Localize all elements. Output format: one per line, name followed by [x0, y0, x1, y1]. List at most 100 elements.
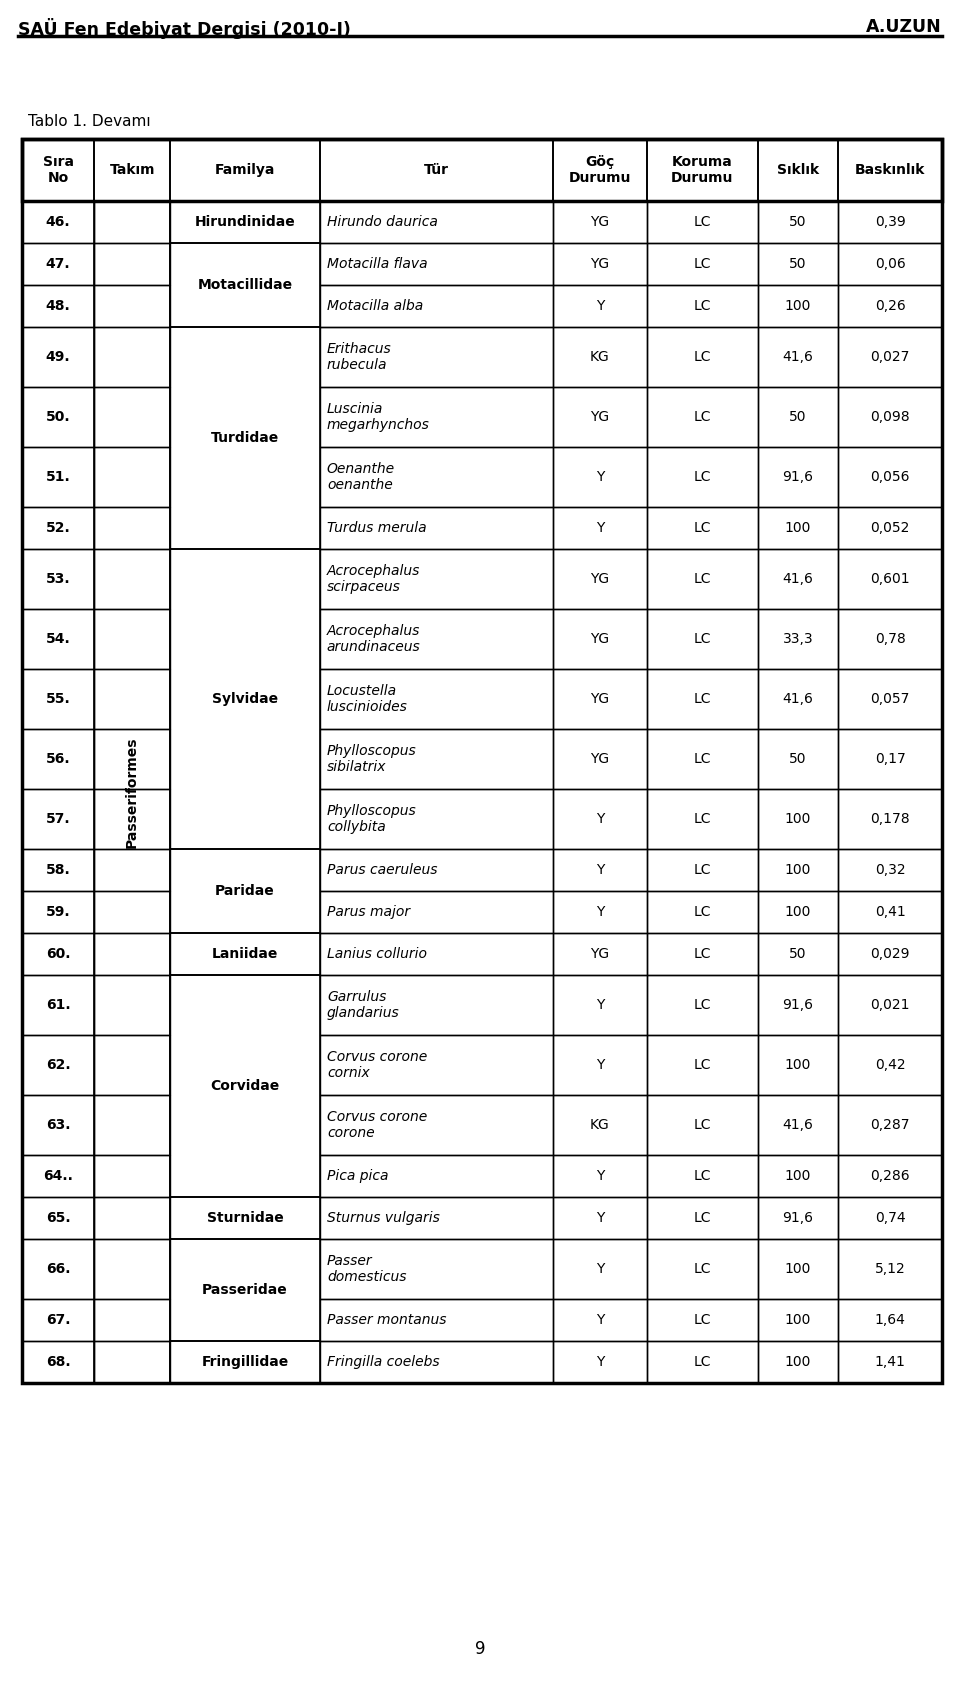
Bar — [757, 1196, 838, 1239]
Text: 100: 100 — [784, 813, 811, 826]
Bar — [553, 789, 647, 849]
Text: YG: YG — [590, 573, 610, 586]
Text: Laniidae: Laniidae — [212, 947, 278, 961]
Text: LC: LC — [693, 813, 711, 826]
Bar — [838, 1034, 942, 1096]
Bar — [553, 849, 647, 891]
Text: Y: Y — [595, 521, 604, 535]
Bar — [838, 201, 942, 244]
Text: Corvus corone
corone: Corvus corone corone — [327, 1109, 427, 1140]
Bar — [838, 1298, 942, 1341]
Bar — [94, 1239, 170, 1298]
Bar — [320, 549, 553, 608]
Text: 91,6: 91,6 — [782, 999, 813, 1012]
Bar — [94, 201, 170, 1384]
Bar — [22, 140, 942, 201]
Text: 0,098: 0,098 — [870, 411, 910, 424]
Text: 41,6: 41,6 — [782, 1118, 813, 1131]
Text: Passeridae: Passeridae — [203, 1283, 288, 1297]
Bar — [757, 729, 838, 789]
Bar — [838, 934, 942, 975]
Bar — [22, 1341, 94, 1384]
Bar — [320, 608, 553, 670]
Bar — [647, 849, 757, 891]
Bar — [757, 446, 838, 508]
Text: Fringilla coelebs: Fringilla coelebs — [327, 1355, 440, 1368]
Text: Tür: Tür — [423, 164, 448, 177]
Bar — [320, 789, 553, 849]
Bar — [553, 1341, 647, 1384]
Text: LC: LC — [693, 298, 711, 314]
Bar — [320, 285, 553, 327]
Text: 50: 50 — [789, 751, 806, 767]
Bar — [757, 891, 838, 934]
Text: YG: YG — [590, 947, 610, 961]
Text: YG: YG — [590, 632, 610, 646]
Bar — [838, 670, 942, 729]
Bar — [320, 140, 553, 201]
Bar — [22, 244, 94, 285]
Bar — [94, 244, 170, 285]
Text: Y: Y — [595, 298, 604, 314]
Text: 100: 100 — [784, 1263, 811, 1276]
Text: 0,057: 0,057 — [871, 692, 910, 705]
Text: Takım: Takım — [109, 164, 155, 177]
Bar — [647, 789, 757, 849]
Text: LC: LC — [693, 1058, 711, 1072]
Bar — [170, 849, 320, 934]
Text: Motacilla flava: Motacilla flava — [327, 257, 427, 271]
Text: LC: LC — [693, 1263, 711, 1276]
Bar — [838, 1239, 942, 1298]
Bar — [553, 549, 647, 608]
Text: SAÜ Fen Edebiyat Dergisi (2010-I): SAÜ Fen Edebiyat Dergisi (2010-I) — [18, 19, 350, 39]
Bar — [553, 891, 647, 934]
Bar — [647, 1034, 757, 1096]
Bar — [22, 285, 94, 327]
Bar — [757, 849, 838, 891]
Text: 56.: 56. — [46, 751, 70, 767]
Bar — [838, 729, 942, 789]
Text: 5,12: 5,12 — [875, 1263, 905, 1276]
Bar — [22, 1239, 94, 1298]
Text: 48.: 48. — [46, 298, 70, 314]
Text: LC: LC — [693, 470, 711, 484]
Text: YG: YG — [590, 692, 610, 705]
Text: 1,41: 1,41 — [875, 1355, 905, 1368]
Text: 54.: 54. — [46, 632, 70, 646]
Text: Y: Y — [595, 813, 604, 826]
Bar — [757, 244, 838, 285]
Bar — [22, 508, 94, 549]
Text: YG: YG — [590, 751, 610, 767]
Text: Y: Y — [595, 1355, 604, 1368]
Text: 0,17: 0,17 — [875, 751, 905, 767]
Text: Fringillidae: Fringillidae — [202, 1355, 289, 1368]
Text: Corvidae: Corvidae — [210, 1079, 279, 1092]
Bar — [647, 975, 757, 1034]
Bar — [757, 1155, 838, 1196]
Bar — [757, 975, 838, 1034]
Text: 0,287: 0,287 — [871, 1118, 910, 1131]
Bar — [647, 729, 757, 789]
Bar — [647, 244, 757, 285]
Bar — [94, 608, 170, 670]
Text: KG: KG — [589, 1118, 610, 1131]
Bar — [553, 508, 647, 549]
Text: LC: LC — [693, 1169, 711, 1183]
Text: LC: LC — [693, 1212, 711, 1225]
Bar — [553, 201, 647, 244]
Text: 62.: 62. — [46, 1058, 70, 1072]
Text: Locustella
luscinioides: Locustella luscinioides — [327, 683, 408, 714]
Bar — [647, 140, 757, 201]
Bar — [94, 1298, 170, 1341]
Bar — [647, 1196, 757, 1239]
Text: Y: Y — [595, 905, 604, 918]
Text: Acrocephalus
arundinaceus: Acrocephalus arundinaceus — [327, 624, 420, 654]
Bar — [838, 244, 942, 285]
Text: 0,601: 0,601 — [870, 573, 910, 586]
Text: Sıklık: Sıklık — [777, 164, 819, 177]
Text: 57.: 57. — [46, 813, 70, 826]
Bar — [757, 1298, 838, 1341]
Bar — [22, 1196, 94, 1239]
Bar — [553, 670, 647, 729]
Text: Passer
domesticus: Passer domesticus — [327, 1254, 406, 1285]
